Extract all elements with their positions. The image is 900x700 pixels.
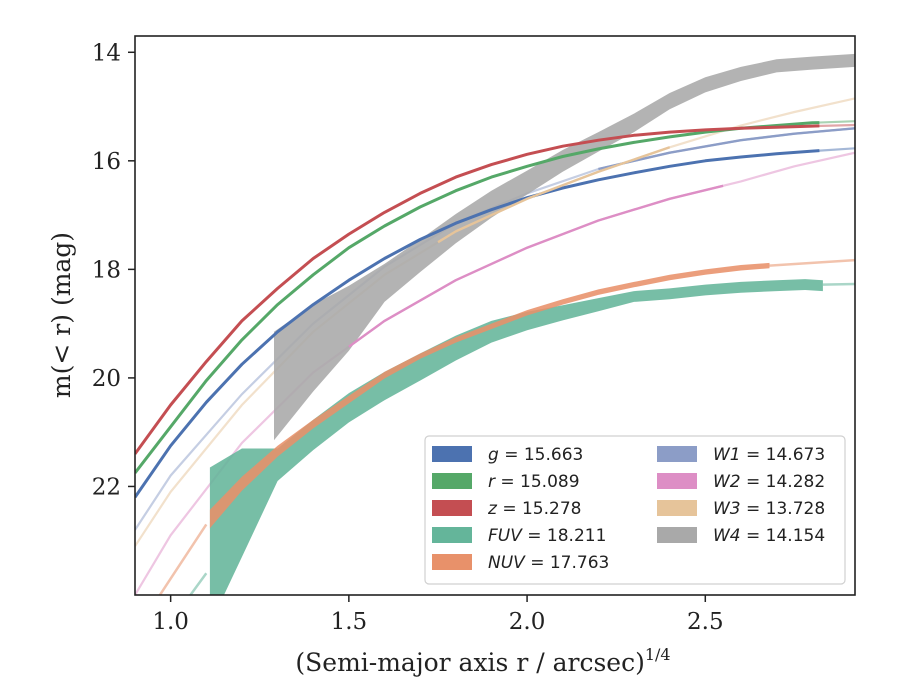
series-w4-band: [274, 53, 855, 441]
y-axis-label: m(< r) (mag): [47, 232, 76, 398]
solid-series-lines: [135, 121, 855, 499]
series-w2-line: [348, 184, 724, 348]
x-axis-label: (Semi-major axis r / arcsec)1/4: [295, 645, 670, 677]
legend-swatch-w4: [657, 527, 697, 543]
y-axis-ticks: 14 16 18 20 22: [92, 40, 135, 500]
series-r-faint-line: [135, 120, 855, 474]
legend-entry-g: g = 15.663: [488, 445, 583, 465]
legend-entry-w4: W4 = 14.154: [713, 526, 825, 546]
y-tick-label: 18: [92, 257, 121, 283]
legend-entry-z: z = 15.278: [487, 499, 581, 519]
series-w3-line: [437, 146, 671, 244]
plot-frame: [134, 35, 856, 596]
legend-swatch-z: [432, 500, 472, 516]
legend-swatch-w1: [657, 446, 697, 462]
series-w1-line: [598, 127, 855, 171]
x-tick-label: 1.0: [152, 609, 189, 635]
series-fuv-tail: [822, 282, 855, 286]
legend-entry-fuv: FUV = 18.211: [488, 526, 606, 546]
legend-swatch-w3: [657, 500, 697, 516]
series-fuv-extension: [188, 572, 208, 595]
series-nuv-tail: [769, 258, 855, 267]
legend-entry-w2: W2 = 14.282: [713, 472, 825, 492]
y-tick-label: 14: [92, 40, 121, 66]
legend-entry-nuv: NUV = 17.763: [488, 553, 609, 573]
x-tick-label: 1.5: [331, 609, 368, 635]
legend-swatch-nuv: [432, 554, 472, 570]
legend-entry-w1: W1 = 14.673: [713, 445, 825, 465]
legend-entry-r: r = 15.089: [488, 472, 580, 492]
x-axis-ticks: 1.0 1.5 2.0 2.5: [152, 595, 724, 635]
x-tick-label: 2.0: [509, 609, 546, 635]
y-tick-label: 22: [92, 474, 121, 500]
series-nuv-extension: [158, 523, 208, 595]
series-r-line: [135, 121, 820, 474]
legend-swatch-g: [432, 446, 472, 462]
series-g-line: [135, 149, 820, 499]
legend-box: [424, 435, 846, 585]
legend-swatch-fuv: [432, 527, 472, 543]
x-tick-label: 2.5: [687, 609, 724, 635]
legend-swatch-w2: [657, 473, 697, 489]
legend-entry-w3: W3 = 13.728: [713, 499, 825, 519]
y-tick-label: 16: [92, 149, 121, 175]
legend: g = 15.663 r = 15.089 z = 15.278 FUV = 18.2…: [424, 435, 846, 585]
legend-swatch-r: [432, 473, 472, 489]
y-tick-label: 20: [92, 366, 121, 392]
series-z-line: [135, 124, 820, 455]
